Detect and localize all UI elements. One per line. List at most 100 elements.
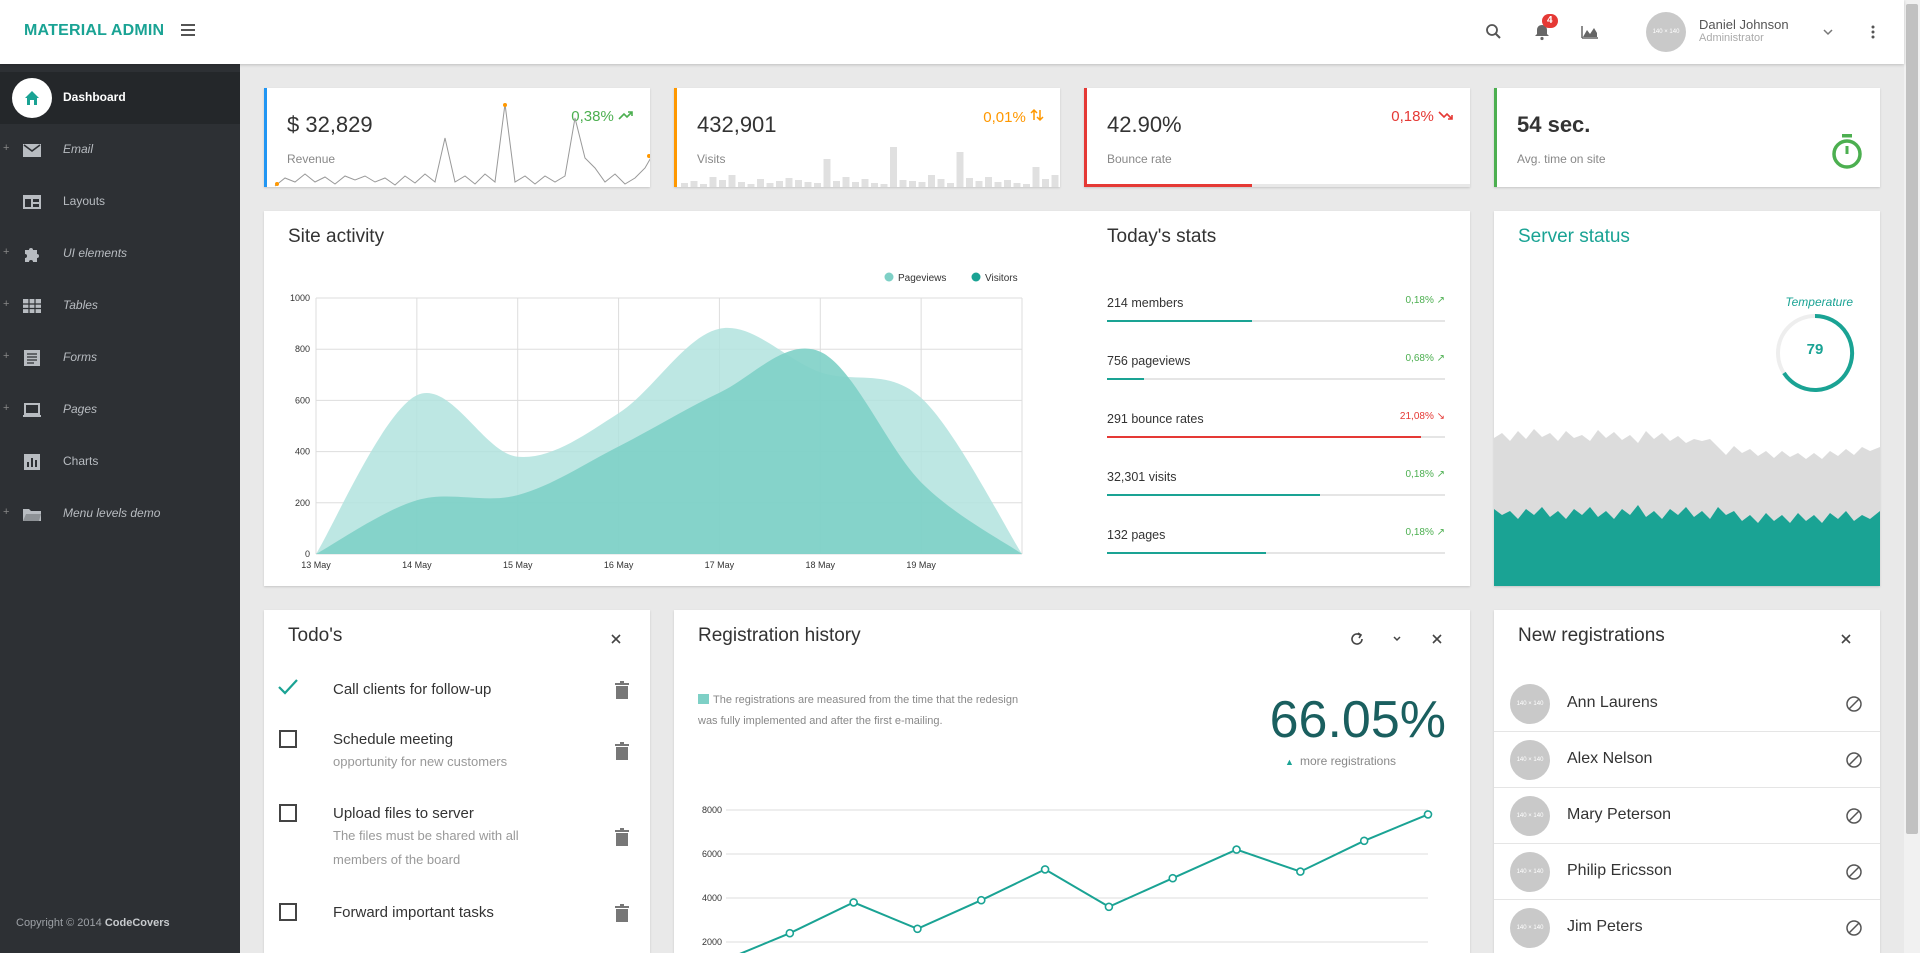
registrant-name[interactable]: Jim Peters — [1567, 918, 1643, 935]
home-icon — [12, 78, 52, 118]
data-point[interactable] — [1296, 867, 1305, 876]
expand-icon: + — [3, 246, 10, 258]
site-activity-card: Site activity 0 200 400 600 800 1000 13 May 14 … — [264, 211, 1470, 586]
server-status-title: Server status — [1518, 226, 1630, 247]
brand-logo[interactable]: MATERIAL ADMIN — [24, 22, 165, 39]
x-tick-label: 17 May — [705, 560, 735, 570]
sidebar-item-layouts[interactable]: Layouts — [0, 176, 240, 228]
data-point[interactable] — [849, 898, 858, 907]
data-point[interactable] — [1232, 845, 1241, 854]
sidebar-item-menu-levels-demo[interactable]: + Menu levels demo — [0, 488, 240, 540]
search-icon[interactable] — [1484, 22, 1504, 42]
registrant-name[interactable]: Ann Laurens — [1567, 694, 1658, 711]
todo-title: Forward important tasks — [333, 904, 494, 921]
stat-row-percent: 0,68% ↗ — [1405, 353, 1445, 364]
area-chart-icon[interactable] — [1580, 22, 1600, 42]
registration-item[interactable]: 140 × 140 Alex Nelson — [1494, 732, 1880, 788]
todo-checkbox[interactable] — [279, 804, 297, 822]
block-icon[interactable] — [1845, 695, 1863, 713]
registrant-name[interactable]: Philip Ericsson — [1567, 862, 1672, 879]
data-point[interactable] — [1359, 836, 1369, 846]
data-point[interactable] — [785, 928, 795, 938]
legend-swatch — [698, 694, 709, 704]
user-name[interactable]: Daniel Johnson — [1699, 17, 1789, 32]
sidebar-item-label: UI elements — [63, 246, 128, 260]
close-icon[interactable] — [1837, 630, 1855, 648]
registration-item[interactable]: 140 × 140 Ann Laurens — [1494, 676, 1880, 732]
todo-checkbox[interactable] — [279, 903, 297, 921]
visits-bar — [804, 182, 812, 187]
visits-bar — [1023, 184, 1030, 187]
trash-icon[interactable] — [614, 681, 630, 699]
menu-toggle-button[interactable] — [181, 24, 195, 36]
sidebar-item-label: Forms — [63, 350, 97, 364]
trash-icon[interactable] — [614, 828, 630, 846]
bell-icon[interactable] — [1532, 22, 1552, 42]
temperature-value: 79 — [1806, 341, 1824, 358]
registrant-name[interactable]: Mary Peterson — [1567, 806, 1672, 823]
visits-bar — [1051, 175, 1059, 187]
visits-bar — [871, 183, 878, 187]
sidebar: Dashboard + Email Layouts + UI elements … — [0, 64, 240, 953]
registration-item[interactable]: 140 × 140 Philip Ericsson — [1494, 844, 1880, 900]
user-avatar[interactable]: 140 × 140 — [1646, 12, 1686, 52]
todo-title: Upload files to server — [333, 805, 474, 822]
visits-bar — [928, 175, 935, 187]
block-icon[interactable] — [1845, 807, 1863, 825]
data-point[interactable] — [1040, 865, 1050, 874]
registration-item[interactable]: 140 × 140 Mary Peterson — [1494, 788, 1880, 844]
avatar[interactable]: 140 × 140 — [1510, 852, 1550, 892]
close-icon[interactable] — [1428, 630, 1446, 648]
sidebar-item-label: Tables — [63, 298, 98, 312]
y-tick-label: 4000 — [702, 893, 722, 903]
checkmark-icon[interactable] — [277, 678, 299, 696]
visits-bar — [747, 184, 755, 187]
sidebar-item-forms[interactable]: + Forms — [0, 332, 240, 384]
avatar[interactable]: 140 × 140 — [1510, 908, 1550, 948]
data-point[interactable] — [1423, 810, 1433, 819]
block-icon[interactable] — [1845, 863, 1863, 881]
caret-up-icon: ▲ — [1285, 757, 1294, 767]
chevron-down-icon[interactable] — [1388, 630, 1406, 648]
trash-icon[interactable] — [614, 904, 630, 922]
y-tick-label: 200 — [295, 498, 310, 508]
more-vertical-icon[interactable] — [1863, 22, 1883, 42]
scrollbar-thumb[interactable] — [1906, 4, 1918, 834]
sidebar-item-ui-elements[interactable]: + UI elements — [0, 228, 240, 280]
avatar[interactable]: 140 × 140 — [1510, 796, 1550, 836]
registration-item[interactable]: 140 × 140 Jim Peters — [1494, 900, 1880, 953]
data-point[interactable] — [1104, 902, 1114, 912]
expand-icon: + — [3, 298, 10, 310]
avatar[interactable]: 140 × 140 — [1510, 740, 1550, 780]
trash-icon[interactable] — [614, 742, 630, 760]
sidebar-item-email[interactable]: + Email — [0, 124, 240, 176]
close-icon[interactable] — [607, 630, 625, 648]
x-tick-label: 16 May — [604, 560, 634, 570]
sidebar-item-dashboard[interactable]: Dashboard — [0, 72, 240, 124]
block-icon[interactable] — [1845, 919, 1863, 937]
data-point[interactable] — [1168, 873, 1178, 883]
visits-label: Visits — [697, 152, 726, 166]
sidebar-item-charts[interactable]: Charts — [0, 436, 240, 488]
revenue-value: $ 32,829 — [287, 112, 373, 137]
data-point[interactable] — [976, 895, 986, 905]
avatar[interactable]: 140 × 140 — [1510, 684, 1550, 724]
visits-bar — [738, 182, 745, 187]
todays-stats-title: Today's stats — [1107, 226, 1217, 247]
sidebar-item-tables[interactable]: + Tables — [0, 280, 240, 332]
data-point[interactable] — [913, 924, 922, 934]
visits-bar — [785, 178, 793, 187]
bounce-rate-label: Bounce rate — [1107, 152, 1172, 166]
chevron-down-icon[interactable] — [1818, 22, 1838, 42]
todo-checkbox[interactable] — [279, 730, 297, 748]
registrant-name[interactable]: Alex Nelson — [1567, 750, 1653, 767]
block-icon[interactable] — [1845, 751, 1863, 769]
stat-row-percent: 0,18% ↗ — [1405, 527, 1445, 538]
site-activity-title: Site activity — [288, 226, 385, 247]
sidebar-item-pages[interactable]: + Pages — [0, 384, 240, 436]
copyright-company[interactable]: CodeCovers — [104, 917, 170, 929]
registration-big-value: 66.05% — [1269, 691, 1446, 749]
visits-value: 432,901 — [697, 112, 777, 137]
visits-bar — [681, 183, 688, 187]
refresh-icon[interactable] — [1348, 630, 1366, 648]
